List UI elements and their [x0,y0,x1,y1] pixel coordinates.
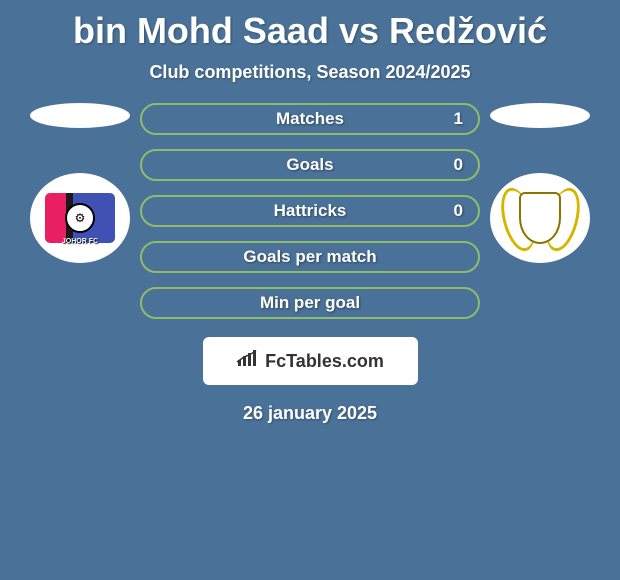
date-text: 26 january 2025 [0,403,620,424]
stat-value: 0 [454,155,463,175]
stats-column: Matches 1 Goals 0 Hattricks 0 Goals per … [140,103,480,319]
chart-icon [236,348,260,374]
stat-value: 0 [454,201,463,221]
stat-row-goals: Goals 0 [140,149,480,181]
stat-row-hattricks: Hattricks 0 [140,195,480,227]
johor-label: JOHOR FC [45,238,115,245]
ellipse-icon [490,103,590,128]
right-logo-column [490,103,590,263]
stat-row-goals-per-match: Goals per match [140,241,480,273]
johor-logo: ⚙ JOHOR FC [30,173,130,263]
left-logo-column: ⚙ JOHOR FC [30,103,130,263]
infographic-container: bin Mohd Saad vs Redžović Club competiti… [0,0,620,424]
stat-label: Matches [142,109,478,129]
subtitle: Club competitions, Season 2024/2025 [0,57,620,103]
stat-value: 1 [454,109,463,129]
stat-label: Hattricks [142,201,478,221]
stat-row-min-per-goal: Min per goal [140,287,480,319]
stat-label: Goals per match [142,247,478,267]
stat-label: Goals [142,155,478,175]
stat-row-matches: Matches 1 [140,103,480,135]
fctables-text: FcTables.com [265,351,384,372]
stat-label: Min per goal [142,293,478,313]
main-area: ⚙ JOHOR FC Matches 1 Goals 0 Hattricks 0… [0,103,620,319]
terengganu-logo [490,173,590,263]
page-title: bin Mohd Saad vs Redžović [0,0,620,57]
fctables-badge: FcTables.com [203,337,418,385]
ellipse-icon [30,103,130,128]
